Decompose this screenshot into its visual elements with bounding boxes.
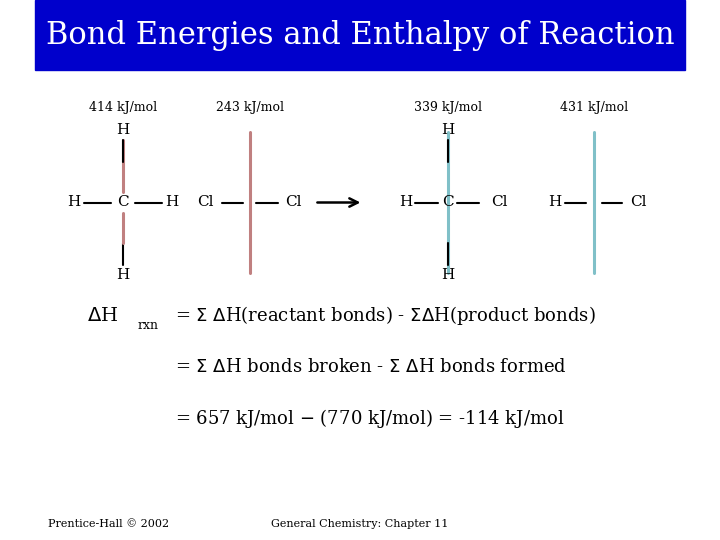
Text: H: H (441, 268, 454, 282)
Text: H: H (117, 123, 130, 137)
Text: Cl: Cl (197, 195, 214, 210)
Text: C: C (117, 195, 129, 210)
Text: 414 kJ/mol: 414 kJ/mol (89, 102, 157, 114)
Text: C: C (442, 195, 454, 210)
Text: H: H (165, 195, 179, 210)
FancyBboxPatch shape (35, 0, 685, 70)
Text: H: H (68, 195, 81, 210)
Text: H: H (441, 123, 454, 137)
Text: H: H (548, 195, 562, 210)
Text: H: H (399, 195, 412, 210)
Text: Cl: Cl (630, 195, 646, 210)
Text: rxn: rxn (138, 319, 159, 332)
Text: Bond Energies and Enthalpy of Reaction: Bond Energies and Enthalpy of Reaction (45, 19, 675, 51)
Text: H: H (117, 268, 130, 282)
Text: Prentice-Hall © 2002: Prentice-Hall © 2002 (48, 519, 169, 529)
Text: = $\Sigma$ $\Delta$H bonds broken - $\Sigma$ $\Delta$H bonds formed: = $\Sigma$ $\Delta$H bonds broken - $\Si… (175, 358, 567, 376)
Text: = $\Sigma$ $\Delta$H(reactant bonds) - $\Sigma$$\Delta$H(product bonds): = $\Sigma$ $\Delta$H(reactant bonds) - $… (175, 305, 595, 327)
Text: Cl: Cl (491, 195, 508, 210)
Text: 339 kJ/mol: 339 kJ/mol (414, 102, 482, 114)
Text: 431 kJ/mol: 431 kJ/mol (559, 102, 628, 114)
Text: = 657 kJ/mol $-$ (770 kJ/mol) = -114 kJ/mol: = 657 kJ/mol $-$ (770 kJ/mol) = -114 kJ/… (175, 407, 564, 430)
Text: General Chemistry: Chapter 11: General Chemistry: Chapter 11 (271, 519, 449, 529)
Text: 243 kJ/mol: 243 kJ/mol (215, 102, 284, 114)
Text: $\Delta$H: $\Delta$H (87, 307, 119, 325)
Text: Cl: Cl (286, 195, 302, 210)
